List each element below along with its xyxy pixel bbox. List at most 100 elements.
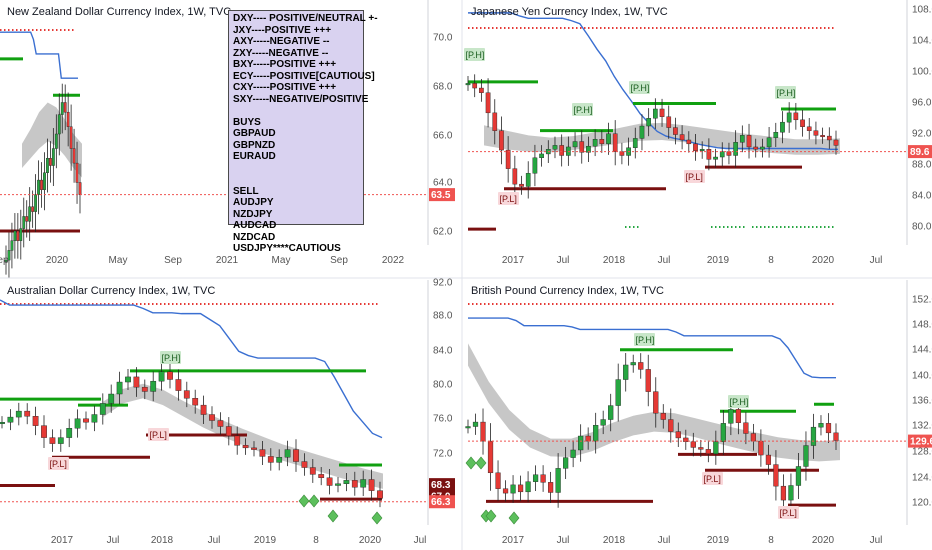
x-tick-label: Sep: [330, 255, 348, 266]
candle: [368, 479, 375, 491]
candle: [818, 423, 824, 428]
candle: [578, 435, 584, 451]
candle: [46, 158, 49, 174]
candle: [125, 376, 131, 383]
candle: [612, 133, 618, 152]
candle: [57, 114, 61, 135]
candle: [200, 404, 207, 415]
candle: [78, 182, 82, 195]
x-tick-label: 2019: [707, 255, 730, 266]
jpy-chart-title: Japanese Yen Currency Index, 1W, TVC: [471, 6, 668, 18]
candle: [335, 483, 341, 486]
price-badge-label: 63.5: [431, 190, 451, 201]
price-badge: [908, 434, 932, 448]
candle: [746, 135, 752, 148]
candle: [673, 127, 678, 135]
candle: [519, 183, 524, 187]
note-line: USDJPY****CAUTIOUS: [233, 243, 341, 254]
candle: [251, 447, 257, 450]
pivot-label: [P.L]: [704, 474, 721, 484]
candle: [683, 437, 689, 442]
x-tick-label: May: [272, 255, 291, 266]
candle: [786, 112, 792, 123]
candle: [32, 416, 39, 426]
candle: [41, 425, 47, 438]
pivot-label: [P.L]: [500, 194, 517, 204]
pivot-label: [P.H]: [730, 397, 749, 407]
pivot-label: [P.H]: [574, 105, 593, 115]
pivot-badge: [148, 428, 169, 441]
pivot-badge: [572, 103, 593, 116]
candle: [22, 216, 26, 229]
signal-diamond: [508, 511, 520, 525]
candle: [585, 435, 591, 442]
candle: [675, 431, 681, 439]
candle: [705, 449, 711, 454]
candle: [326, 477, 333, 486]
x-tick-label: 2022: [382, 255, 405, 266]
candle: [795, 466, 802, 486]
price-badge-label: 129.6: [910, 437, 932, 448]
note-line: GBPAUD: [233, 128, 276, 139]
y-tick-label: 128.0: [912, 447, 932, 458]
candle: [579, 141, 585, 153]
x-tick-label: Jul: [658, 535, 671, 546]
note-line: BUYS: [233, 116, 261, 128]
x-tick-label: 2017: [502, 255, 525, 266]
candle: [586, 145, 591, 153]
candle: [183, 390, 190, 399]
candle: [638, 362, 644, 370]
y-tick-label: 66.0: [433, 131, 453, 142]
candle: [699, 149, 705, 152]
y-tick-label: 140.0: [912, 371, 932, 382]
candle: [16, 230, 20, 241]
y-tick-label: 88.0: [433, 311, 453, 322]
candle: [653, 391, 659, 414]
y-tick-label: 72.0: [433, 449, 453, 460]
y-tick-label: 104.0: [912, 36, 932, 47]
candle: [377, 490, 383, 499]
x-tick-label: ep: [0, 255, 9, 266]
x-tick-label: 8: [768, 255, 774, 266]
signal-diamond: [327, 509, 339, 523]
candle: [719, 151, 725, 158]
trend-blue-line: [0, 31, 78, 79]
pivot-label: [P.H]: [162, 353, 181, 363]
x-tick-label: 2021: [216, 255, 239, 266]
chart-panel-1: 108.0 104.0 100.0 96.0 92.0 88.0 84.0 80.0 89.6 2…: [464, 0, 932, 266]
candle: [54, 133, 58, 149]
candle: [49, 437, 56, 444]
y-tick-label: 124.0: [912, 473, 932, 484]
candle: [713, 441, 719, 454]
note-line: ECY-----POSITIVE[CAUTIOUS]: [233, 70, 375, 82]
candle: [234, 435, 241, 446]
candle: [10, 240, 14, 251]
candle: [773, 464, 779, 487]
candle: [91, 414, 98, 423]
y-tick-label: 76.0: [433, 414, 453, 425]
x-tick-label: Jul: [107, 535, 120, 546]
candle: [209, 414, 215, 421]
candle: [116, 381, 123, 395]
x-tick-label: 8: [313, 535, 319, 546]
moving-average-band: [22, 102, 82, 178]
y-tick-label: 96.0: [912, 98, 932, 109]
candle: [192, 398, 199, 406]
candle: [75, 162, 79, 183]
note-line: EURAUD: [233, 151, 276, 162]
pivot-label: [P.L]: [686, 172, 703, 182]
note-line: BXY-----POSITIVE +++: [233, 59, 337, 70]
candle: [690, 441, 696, 448]
candle: [593, 425, 599, 442]
y-tick-label: 100.0: [912, 67, 932, 78]
candle: [15, 410, 22, 418]
candle: [803, 445, 809, 467]
y-tick-label: 144.0: [912, 345, 932, 356]
candle: [309, 467, 316, 475]
candle: [167, 371, 173, 380]
candle: [833, 432, 839, 441]
trend-blue-line: [468, 12, 838, 150]
candle: [242, 445, 249, 449]
candle: [7, 416, 14, 423]
candle: [66, 428, 73, 438]
